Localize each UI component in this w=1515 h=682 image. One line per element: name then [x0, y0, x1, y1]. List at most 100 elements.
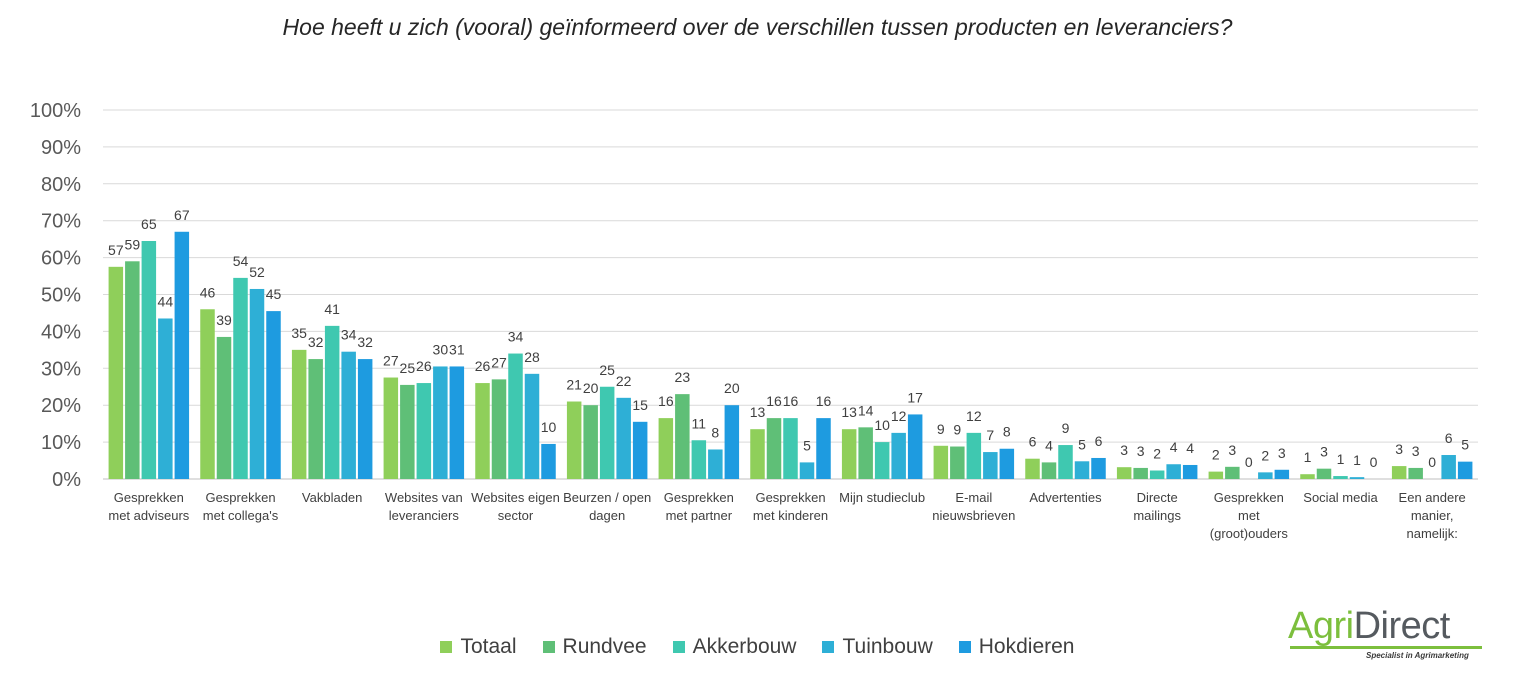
bar — [308, 359, 323, 479]
data-label: 28 — [524, 349, 540, 365]
legend-label: Akkerbouw — [692, 635, 797, 658]
x-tick-label: Websites van leveranciers — [385, 490, 463, 523]
data-label: 21 — [566, 377, 582, 393]
bar — [1391, 466, 1407, 479]
data-label: 16 — [658, 393, 674, 409]
x-tick-label: Advertenties — [1029, 490, 1102, 505]
bar — [1133, 467, 1148, 479]
x-tick-label: Beurzen / open dagen — [563, 490, 651, 523]
data-label: 2 — [1153, 446, 1161, 462]
y-tick-label: 90% — [41, 137, 81, 159]
bar — [491, 379, 507, 479]
agridirect-logo: AgriDirect Specialist in Agrimarketing — [1288, 606, 1488, 662]
data-label: 11 — [692, 415, 707, 431]
data-label: 35 — [291, 325, 307, 341]
bar — [1041, 462, 1057, 479]
bar — [632, 421, 648, 479]
bar — [616, 397, 631, 479]
bar — [816, 418, 831, 479]
x-tick-label: Gesprekken met collega's — [203, 490, 279, 523]
data-label: 4 — [1186, 440, 1194, 456]
y-tick-label: 10% — [41, 432, 81, 454]
bar — [125, 261, 140, 479]
bar — [933, 445, 949, 479]
legend-swatch — [672, 641, 685, 653]
bar — [341, 351, 356, 479]
data-label: 1 — [1353, 452, 1361, 468]
bar — [1300, 474, 1315, 479]
legend-label: Hokdieren — [978, 635, 1075, 658]
data-label: 32 — [357, 334, 373, 350]
y-axis-ticks: 0% 10% 20% 30% 40% 50% 60% 70% 80% 90% 100% — [30, 100, 81, 491]
bar — [1258, 472, 1273, 479]
data-label: 12 — [891, 408, 907, 424]
data-label: 1 — [1337, 451, 1345, 467]
bar — [766, 418, 782, 479]
data-label: 41 — [324, 301, 340, 317]
y-tick-label: 80% — [41, 174, 81, 196]
bar — [841, 429, 857, 479]
data-label: 3 — [1120, 442, 1128, 458]
data-label: 3 — [1320, 444, 1328, 460]
data-label: 34 — [508, 329, 524, 345]
legend-label: Rundvee — [562, 635, 647, 658]
data-label: 3 — [1395, 441, 1403, 457]
bar — [233, 277, 248, 479]
data-label: 6 — [1095, 433, 1103, 449]
data-label: 22 — [616, 373, 632, 389]
brand-underline — [1290, 646, 1482, 649]
data-label: 8 — [711, 424, 719, 440]
data-label: 59 — [125, 236, 141, 252]
data-label: 3 — [1228, 442, 1236, 458]
data-label: 9 — [953, 422, 961, 438]
legend-label: Tuinbouw — [842, 635, 933, 658]
data-label: 67 — [174, 207, 190, 223]
bar — [1116, 467, 1132, 479]
x-tick-label: Vakbladen — [302, 490, 362, 505]
legend-item: Akkerbouw — [672, 635, 797, 659]
data-label: 2 — [1212, 447, 1220, 463]
bar — [750, 429, 765, 479]
bar — [799, 462, 815, 479]
bar — [1025, 458, 1040, 479]
brand-name: AgriDirect — [1288, 606, 1450, 646]
data-label: 7 — [986, 427, 994, 443]
bar — [174, 231, 190, 479]
bar — [1225, 466, 1240, 479]
brand-tagline: Specialist in Agrimarketing — [1366, 651, 1469, 660]
y-tick-label: 60% — [41, 248, 81, 270]
data-label: 52 — [249, 264, 265, 280]
x-tick-label: Mijn studieclub — [839, 490, 925, 505]
data-label: 10 — [874, 417, 890, 433]
bar — [1208, 471, 1224, 479]
bars — [108, 231, 1473, 479]
data-label: 27 — [491, 354, 507, 370]
legend-item: Rundvee — [542, 635, 647, 659]
legend-swatch — [822, 641, 835, 653]
x-tick-label: E-mail nieuwsbrieven — [932, 490, 1015, 523]
data-label: 57 — [108, 242, 124, 258]
bar — [1182, 464, 1198, 479]
bar — [658, 418, 674, 479]
x-tick-label: Een andere manier, namelijk: — [1399, 490, 1466, 541]
legend-item: Hokdieren — [958, 635, 1075, 659]
data-label: 15 — [632, 397, 648, 413]
bar — [416, 383, 432, 479]
bar — [357, 359, 373, 479]
x-tick-label: Directe mailings — [1133, 490, 1181, 523]
data-label: 3 — [1278, 445, 1286, 461]
bar — [200, 309, 215, 479]
data-label: 13 — [750, 404, 766, 420]
bar — [999, 448, 1015, 479]
legend-item: Totaal — [440, 635, 517, 659]
bar — [508, 353, 523, 479]
y-tick-label: 70% — [41, 211, 81, 233]
x-axis-labels: Gesprekken met adviseurs Gesprekken met col… — [108, 490, 1465, 541]
data-label: 32 — [308, 334, 324, 350]
bar — [324, 325, 340, 479]
bar — [216, 336, 232, 479]
bar — [524, 373, 540, 479]
x-tick-label: Gesprekken met kinderen — [753, 490, 828, 523]
